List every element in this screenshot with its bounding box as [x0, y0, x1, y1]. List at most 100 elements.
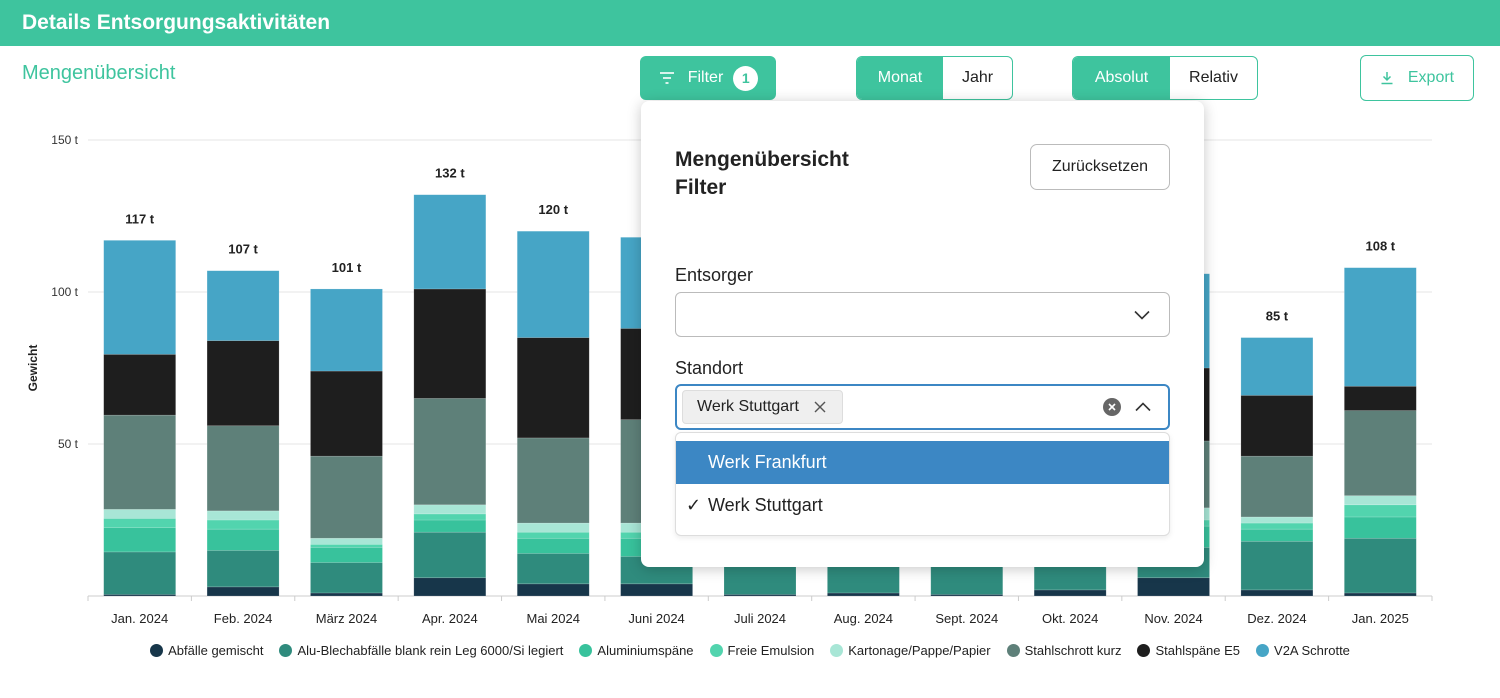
standort-dropdown: Werk Frankfurt ✓ Werk Stuttgart: [675, 432, 1170, 536]
x-tick-label: Nov. 2024: [1144, 611, 1202, 626]
bar-segment: [1240, 589, 1314, 597]
bar-segment: [103, 354, 176, 416]
chart-legend: Abfälle gemischt Alu-Blechabfälle blank r…: [0, 643, 1500, 658]
bar-segment: [310, 537, 383, 545]
y-axis-label: Gewicht: [26, 345, 40, 392]
remove-chip-icon[interactable]: [813, 400, 827, 414]
bar-segment: [206, 519, 280, 530]
bar-total-label: 132 t: [435, 166, 465, 181]
section-title: Mengenübersicht: [22, 62, 176, 84]
filter-panel-title-line1: Mengenübersicht: [675, 148, 849, 171]
bar-segment: [413, 519, 487, 533]
standort-chip: Werk Stuttgart: [682, 390, 843, 424]
y-tick-label: 150 t: [51, 133, 78, 147]
bar-segment: [103, 551, 176, 595]
bar-segment: [310, 592, 383, 597]
bar-segment: [1137, 577, 1210, 597]
bar-segment: [516, 437, 590, 524]
legend-item[interactable]: Stahlschrott kurz: [1006, 643, 1121, 658]
x-tick-label: Juli 2024: [734, 611, 786, 626]
legend-label: Abfälle gemischt: [168, 643, 264, 658]
standort-label: Standort: [675, 358, 744, 378]
bar-segment: [1344, 410, 1417, 496]
bar-total-label: 101 t: [332, 260, 362, 275]
legend-item[interactable]: V2A Schrotte: [1256, 643, 1350, 658]
bar-segment: [723, 565, 797, 595]
bar-segment: [1033, 565, 1107, 591]
bar-segment: [413, 288, 487, 399]
bar-segment: [1344, 385, 1417, 411]
x-tick-label: Dez. 2024: [1247, 611, 1306, 626]
bar-segment: [1344, 267, 1417, 387]
chevron-up-icon[interactable]: [1135, 402, 1151, 412]
bar-segment: [827, 592, 900, 597]
bar-segment: [310, 288, 383, 372]
bar-segment: [310, 455, 383, 539]
bar-segment: [413, 577, 487, 597]
bar-segment: [206, 340, 280, 427]
y-tick-label: 50 t: [58, 437, 79, 451]
legend-label: Aluminiumspäne: [597, 643, 694, 658]
legend-item[interactable]: Kartonage/Pappe/Papier: [830, 643, 991, 658]
bar-segment: [1240, 395, 1314, 457]
legend-swatch: [150, 644, 164, 657]
legend-swatch: [1256, 644, 1270, 657]
legend-label: Alu-Blechabfälle blank rein Leg 6000/Si …: [297, 643, 564, 658]
bar-segment: [103, 527, 176, 553]
legend-item[interactable]: Freie Emulsion: [709, 643, 815, 658]
legend-label: Freie Emulsion: [727, 643, 815, 658]
legend-swatch: [279, 644, 293, 657]
option-label: Werk Frankfurt: [708, 452, 827, 472]
legend-swatch: [1137, 644, 1151, 657]
bar-segment: [206, 550, 280, 588]
legend-item[interactable]: Abfälle gemischt: [150, 643, 263, 658]
clear-selection-icon[interactable]: [1103, 398, 1121, 416]
legend-label: Stahlspäne E5: [1155, 643, 1241, 658]
bar-segment: [310, 562, 383, 594]
filter-panel: Mengenübersicht Filter Zurücksetzen Ents…: [641, 101, 1204, 567]
period-year-button[interactable]: Jahr: [961, 69, 994, 86]
legend-item[interactable]: Aluminiumspäne: [579, 643, 694, 658]
bar-segment: [413, 513, 487, 521]
entsorger-select[interactable]: [675, 292, 1170, 337]
bar-segment: [1344, 592, 1417, 597]
x-tick-label: Aug. 2024: [834, 611, 893, 626]
filter-panel-title: Mengenübersicht Filter: [675, 146, 915, 202]
bar-segment: [413, 194, 487, 290]
x-tick-label: Jan. 2025: [1352, 611, 1409, 626]
bar-segment: [516, 337, 590, 439]
bar-segment: [1344, 504, 1417, 518]
bar-segment: [103, 240, 176, 355]
bar-segment: [1344, 537, 1417, 594]
standort-select[interactable]: Werk Stuttgart: [675, 384, 1170, 430]
legend-item[interactable]: Alu-Blechabfälle blank rein Leg 6000/Si …: [279, 643, 563, 658]
mode-relative-button[interactable]: Relativ: [1189, 69, 1238, 86]
legend-swatch: [1006, 644, 1020, 657]
bar-segment: [930, 565, 1004, 595]
export-button[interactable]: Export: [1360, 55, 1474, 101]
x-tick-label: Apr. 2024: [422, 611, 478, 626]
chevron-down-icon: [1134, 310, 1150, 320]
period-month-button[interactable]: Monat: [857, 57, 943, 99]
option-werk-stuttgart[interactable]: ✓ Werk Stuttgart: [676, 484, 1169, 527]
bar-segment: [206, 510, 280, 521]
option-werk-frankfurt[interactable]: Werk Frankfurt: [676, 441, 1169, 484]
bar-segment: [1240, 522, 1314, 530]
mode-absolute-button[interactable]: Absolut: [1073, 57, 1170, 99]
bar-total-label: 108 t: [1365, 239, 1395, 254]
x-tick-label: Sept. 2024: [935, 611, 998, 626]
filter-button[interactable]: Filter 1: [640, 56, 776, 100]
legend-label: V2A Schrotte: [1274, 643, 1350, 658]
bar-segment: [1344, 516, 1417, 539]
reset-button[interactable]: Zurücksetzen: [1030, 144, 1170, 190]
bar-segment: [827, 565, 900, 594]
bar-segment: [206, 586, 280, 597]
check-icon: ✓: [686, 495, 702, 515]
bar-segment: [206, 425, 280, 512]
period-toggle: Monat Jahr: [856, 56, 1013, 100]
legend-item[interactable]: Stahlspäne E5: [1137, 643, 1240, 658]
entsorger-label: Entsorger: [675, 265, 754, 285]
bar-segment: [206, 528, 280, 551]
mode-toggle: Absolut Relativ: [1072, 56, 1258, 100]
bar-total-label: 85 t: [1266, 309, 1289, 324]
